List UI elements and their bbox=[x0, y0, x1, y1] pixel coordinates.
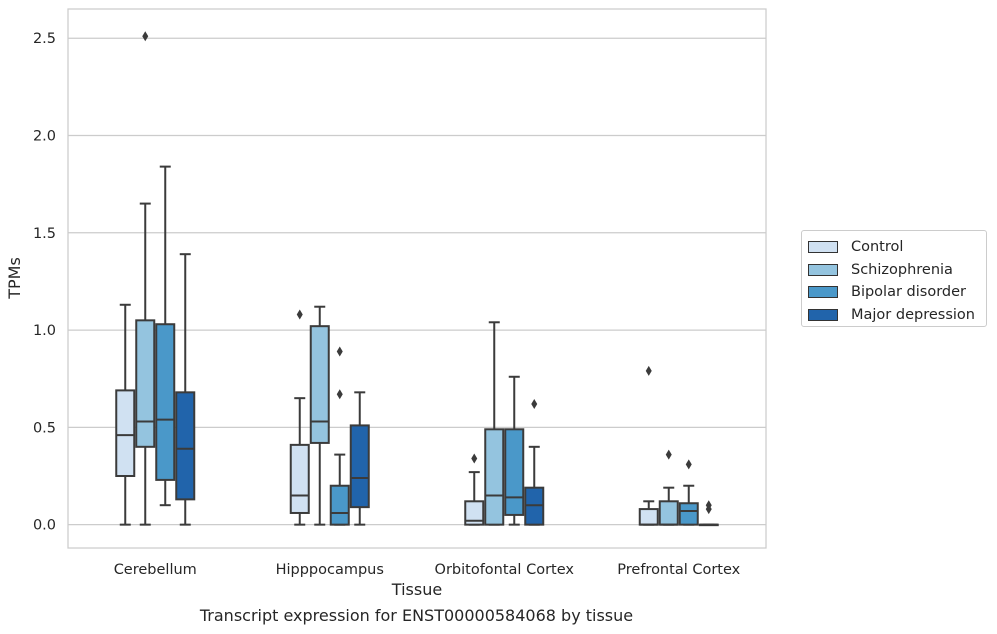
outlier-point bbox=[665, 449, 672, 460]
x-tick-label: Cerebellum bbox=[114, 562, 197, 578]
outlier-point bbox=[705, 500, 712, 511]
box-body bbox=[504, 428, 525, 516]
legend-swatch-major-depression bbox=[808, 308, 838, 321]
y-tick-label: 2.0 bbox=[33, 128, 56, 144]
x-axis-ticks: Cerebellum Hipppocampus Orbitofontal Corte… bbox=[114, 562, 741, 578]
box-series bbox=[115, 31, 719, 527]
box bbox=[484, 321, 505, 526]
plot-frame bbox=[67, 8, 767, 549]
box bbox=[309, 305, 330, 526]
outlier-point bbox=[336, 389, 343, 400]
legend-item-control: Control bbox=[808, 236, 986, 259]
legend-label: Bipolar disorder bbox=[851, 284, 966, 301]
box bbox=[135, 31, 156, 526]
box bbox=[115, 303, 136, 526]
box-body bbox=[135, 319, 156, 448]
box-body bbox=[658, 500, 679, 526]
y-tick-label: 1.0 bbox=[33, 323, 56, 339]
box bbox=[349, 391, 370, 526]
y-axis-label: TPMs bbox=[5, 257, 24, 300]
x-axis-label: Tissue bbox=[391, 580, 442, 599]
legend-label: Schizophrenia bbox=[851, 261, 953, 278]
box bbox=[464, 453, 485, 526]
legend: Control Schizophrenia Bipolar disorder M… bbox=[801, 230, 987, 327]
box bbox=[638, 365, 659, 526]
outlier-point bbox=[142, 31, 149, 42]
x-tick-label: Prefrontal Cortex bbox=[617, 562, 740, 578]
legend-swatch-schizophrenia bbox=[808, 263, 838, 276]
outlier-point bbox=[336, 346, 343, 357]
legend-label: Control bbox=[851, 239, 904, 256]
legend-item-schizophrenia: Schizophrenia bbox=[808, 259, 986, 282]
box bbox=[289, 309, 310, 526]
box bbox=[524, 399, 545, 526]
box-body bbox=[484, 428, 505, 526]
chart-caption: Transcript expression for ENST0000058406… bbox=[199, 606, 634, 625]
y-tick-label: 1.5 bbox=[33, 226, 56, 242]
y-tick-label: 0.0 bbox=[33, 518, 56, 534]
box bbox=[155, 165, 176, 507]
y-axis-ticks: 0.0 0.5 1.0 1.5 2.0 2.5 bbox=[33, 31, 56, 533]
outlier-point bbox=[645, 365, 652, 376]
box bbox=[658, 449, 679, 526]
y-tick-label: 0.5 bbox=[33, 420, 56, 436]
legend-item-bipolar-disorder: Bipolar disorder bbox=[808, 281, 986, 304]
outlier-point bbox=[531, 399, 538, 410]
box-body bbox=[349, 424, 370, 509]
box bbox=[698, 500, 719, 527]
box-body bbox=[678, 502, 699, 526]
x-tick-label: Hipppocampus bbox=[276, 562, 384, 578]
box bbox=[329, 346, 350, 526]
box-body bbox=[155, 323, 176, 481]
box-body bbox=[464, 500, 485, 526]
legend-swatch-control bbox=[808, 241, 838, 254]
y-tick-label: 2.5 bbox=[33, 31, 56, 47]
box-body bbox=[329, 484, 350, 526]
x-tick-label: Orbitofontal Cortex bbox=[435, 562, 575, 578]
outlier-point bbox=[296, 309, 303, 320]
box-body bbox=[309, 325, 330, 444]
box bbox=[678, 459, 699, 526]
outlier-point bbox=[685, 459, 692, 470]
outlier-point bbox=[471, 453, 478, 464]
box-body bbox=[638, 508, 659, 526]
box bbox=[175, 253, 196, 526]
legend-label: Major depression bbox=[851, 306, 975, 323]
legend-swatch-bipolar-disorder bbox=[808, 286, 838, 299]
legend-item-major-depression: Major depression bbox=[808, 304, 986, 327]
box-body bbox=[175, 391, 196, 501]
box bbox=[504, 375, 525, 526]
box-body bbox=[289, 443, 310, 514]
box-body bbox=[115, 389, 136, 478]
